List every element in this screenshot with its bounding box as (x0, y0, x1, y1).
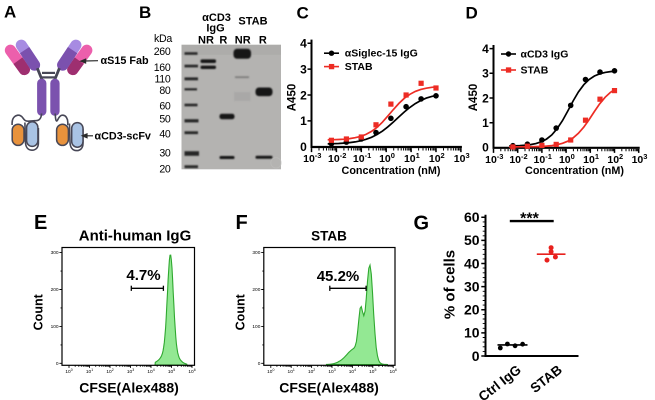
svg-text:50: 50 (464, 232, 480, 248)
svg-text:G: G (414, 213, 430, 235)
svg-text:104: 104 (349, 368, 356, 375)
svg-text:100: 100 (267, 368, 274, 375)
svg-text:200: 200 (51, 287, 59, 293)
svg-text:100: 100 (65, 368, 72, 375)
svg-text:Anti-human IgG: Anti-human IgG (79, 228, 192, 245)
svg-text:4: 4 (482, 42, 489, 56)
svg-text:F: F (236, 212, 248, 234)
svg-text:0: 0 (300, 140, 307, 154)
svg-text:60: 60 (159, 101, 171, 113)
svg-text:NR: NR (235, 35, 251, 47)
svg-text:20: 20 (159, 164, 171, 176)
svg-text:IgG: IgG (206, 23, 224, 35)
svg-text:3: 3 (300, 62, 307, 76)
svg-text:A: A (4, 3, 16, 22)
svg-text:102: 102 (106, 368, 113, 375)
svg-text:CFSE(Alex488): CFSE(Alex488) (279, 379, 379, 395)
svg-text:STAB: STAB (345, 61, 373, 73)
svg-text:110: 110 (155, 74, 171, 86)
svg-text:0: 0 (258, 361, 261, 367)
svg-text:40: 40 (464, 255, 480, 271)
svg-text:Concentration (nM): Concentration (nM) (342, 165, 441, 177)
svg-text:4.7%: 4.7% (126, 267, 160, 284)
svg-text:CFSE(Alex488): CFSE(Alex488) (79, 379, 179, 395)
svg-text:260: 260 (154, 46, 171, 58)
svg-text:106: 106 (188, 368, 195, 375)
svg-text:100: 100 (51, 324, 59, 330)
svg-text:40: 40 (159, 128, 171, 140)
svg-text:100: 100 (252, 324, 260, 330)
svg-text:Count: Count (32, 293, 46, 330)
svg-text:0: 0 (56, 361, 59, 367)
svg-text:104: 104 (147, 368, 154, 375)
svg-text:106: 106 (390, 368, 397, 375)
svg-text:A450: A450 (468, 84, 480, 112)
svg-text:B: B (139, 3, 151, 22)
svg-text:E: E (34, 212, 47, 234)
svg-text:200: 200 (252, 287, 260, 293)
svg-text:kDa: kDa (154, 33, 172, 45)
svg-text:105: 105 (168, 368, 175, 375)
svg-text:Count: Count (234, 293, 248, 330)
svg-text:2: 2 (482, 91, 489, 105)
svg-text:1: 1 (482, 116, 489, 130)
svg-text:STAB: STAB (521, 65, 549, 77)
svg-text:300: 300 (51, 250, 59, 256)
svg-text:50: 50 (159, 113, 171, 125)
svg-text:STAB: STAB (238, 16, 267, 28)
svg-text:101: 101 (86, 368, 93, 375)
svg-text:3: 3 (482, 67, 489, 81)
svg-text:Concentration (nM): Concentration (nM) (525, 165, 624, 177)
svg-text:102: 102 (308, 368, 315, 375)
svg-text:105: 105 (369, 368, 376, 375)
svg-text:αCD3-scFv: αCD3-scFv (95, 131, 151, 143)
svg-text:***: *** (520, 211, 539, 228)
svg-text:C: C (297, 4, 309, 23)
svg-text:αSiglec-15 IgG: αSiglec-15 IgG (345, 48, 418, 60)
svg-text:αCD3 IgG: αCD3 IgG (521, 49, 569, 61)
svg-text:STAB: STAB (311, 229, 347, 244)
svg-text:10: 10 (464, 325, 480, 341)
svg-text:101: 101 (288, 368, 295, 375)
svg-text:160: 160 (154, 62, 171, 74)
svg-text:20: 20 (464, 302, 480, 318)
svg-text:300: 300 (252, 250, 260, 256)
svg-text:80: 80 (159, 85, 171, 97)
svg-text:45.2%: 45.2% (317, 268, 360, 285)
svg-text:αS15 Fab: αS15 Fab (101, 55, 149, 67)
svg-text:4: 4 (300, 37, 307, 51)
svg-text:0: 0 (472, 348, 480, 364)
svg-text:30: 30 (159, 147, 171, 159)
svg-text:0: 0 (482, 141, 489, 155)
svg-text:NR: NR (198, 35, 214, 47)
svg-text:D: D (466, 4, 478, 23)
svg-text:A450: A450 (287, 84, 299, 112)
svg-text:60: 60 (464, 209, 480, 225)
svg-text:R: R (219, 35, 227, 47)
svg-text:2: 2 (300, 88, 307, 102)
svg-text:103: 103 (127, 368, 134, 375)
svg-text:αCD3: αCD3 (202, 12, 231, 24)
svg-text:103: 103 (328, 368, 335, 375)
svg-text:R: R (259, 35, 267, 47)
svg-text:1: 1 (300, 114, 307, 128)
svg-text:30: 30 (464, 278, 480, 294)
svg-text:% of cells: % of cells (442, 250, 459, 319)
